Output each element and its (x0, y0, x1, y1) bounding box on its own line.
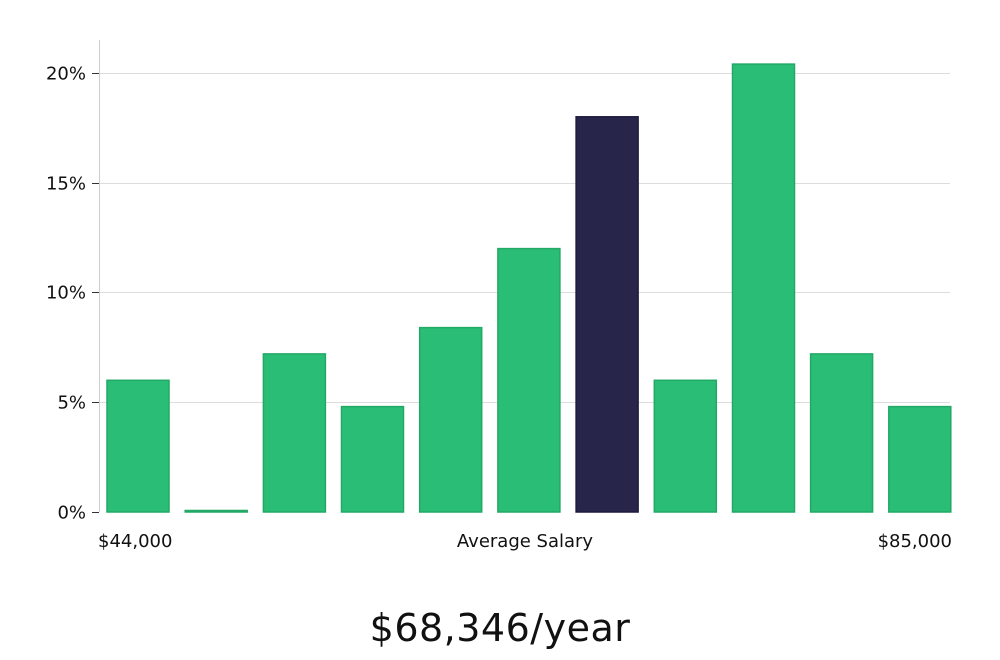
average-salary-caption: $68,346/year (369, 606, 631, 650)
bar (106, 379, 170, 513)
bar (418, 326, 483, 513)
bar (262, 353, 327, 513)
bar (731, 63, 796, 513)
x-axis-title: Average Salary (457, 531, 594, 552)
bars (106, 63, 952, 513)
bar-highlighted (575, 116, 639, 513)
x-max-label: $85,000 (878, 531, 952, 552)
y-tick-label: 20% (46, 64, 86, 85)
y-tick-label: 15% (46, 174, 86, 195)
bar (809, 353, 874, 513)
bar (340, 405, 405, 513)
x-min-label: $44,000 (98, 531, 172, 552)
bar (653, 379, 718, 513)
bar (888, 405, 952, 513)
bar (497, 247, 561, 513)
y-tick-label: 10% (46, 283, 86, 304)
y-tick-label: 5% (57, 393, 86, 414)
salary-histogram-chart: 0% 5% 10% 15% 20% $44,000 Average Salary $85… (46, 40, 952, 552)
bar (184, 509, 248, 513)
y-tick-label: 0% (57, 503, 86, 524)
y-axis-ticks: 0% 5% 10% 15% 20% (46, 64, 99, 524)
